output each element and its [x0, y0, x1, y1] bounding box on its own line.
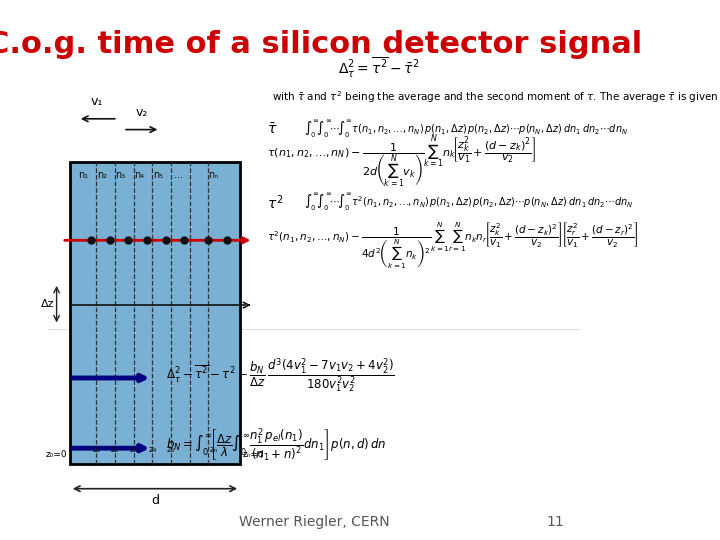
- Text: $\tau^2(n_1,n_2,\ldots,n_N) - \dfrac{1}{4d^2\left(\sum_{k=1}^N n_k\right)^2}\sum: $\tau^2(n_1,n_2,\ldots,n_N) - \dfrac{1}{…: [266, 220, 639, 271]
- Text: z₂: z₂: [111, 444, 120, 454]
- Text: v₂: v₂: [135, 106, 148, 119]
- Text: 11: 11: [546, 515, 564, 529]
- Text: C.o.g. time of a silicon detector signal: C.o.g. time of a silicon detector signal: [0, 30, 642, 59]
- Text: z₃: z₃: [130, 444, 138, 454]
- Text: $b_N = \int_0^\infty\!\left[\dfrac{\Delta z}{\lambda}\int_0^\infty \dfrac{n_1^2\: $b_N = \int_0^\infty\!\left[\dfrac{\Delt…: [166, 427, 386, 464]
- Text: d: d: [151, 494, 159, 507]
- Bar: [70, 162, 240, 464]
- Text: n₁: n₁: [78, 170, 89, 180]
- Text: nₙ: nₙ: [208, 170, 219, 180]
- Text: Δz: Δz: [40, 299, 54, 309]
- Text: n₅: n₅: [153, 170, 163, 180]
- Text: z₅: z₅: [167, 444, 175, 454]
- Text: $\bar{\tau}$: $\bar{\tau}$: [266, 122, 277, 137]
- Text: v₁: v₁: [90, 95, 103, 108]
- Text: z₄: z₄: [148, 444, 156, 454]
- Text: with $\bar{\tau}$ and $\tau^2$ being the average and the second moment of $\tau$: with $\bar{\tau}$ and $\tau^2$ being the…: [272, 89, 720, 105]
- Text: ...: ...: [174, 170, 184, 180]
- Text: $\int_0^\infty\!\int_0^\infty\!\cdots\!\int_0^\infty \tau(n_1,n_2,\ldots,n_N)\,p: $\int_0^\infty\!\int_0^\infty\!\cdots\!\…: [304, 119, 628, 140]
- Text: $\int_0^\infty\!\int_0^\infty\!\cdots\!\int_0^\infty \tau^2(n_1,n_2,\ldots,n_N)\: $\int_0^\infty\!\int_0^\infty\!\cdots\!\…: [304, 192, 633, 213]
- Text: z₁: z₁: [92, 444, 101, 454]
- Text: n₃: n₃: [115, 170, 125, 180]
- Text: z₀=0: z₀=0: [45, 450, 67, 459]
- Text: n₄: n₄: [134, 170, 144, 180]
- Text: Werner Riegler, CERN: Werner Riegler, CERN: [239, 515, 390, 529]
- Text: zₙ: zₙ: [210, 444, 217, 454]
- Text: $\tau(n_1,n_2,\ldots,n_N) - \dfrac{1}{2d\left(\sum_{k=1}^N v_k\right)}\sum_{k=1}: $\tau(n_1,n_2,\ldots,n_N) - \dfrac{1}{2d…: [266, 133, 536, 191]
- Text: n₂: n₂: [96, 170, 107, 180]
- Text: zₙ=d: zₙ=d: [243, 450, 264, 459]
- Text: $\Delta_\tau^2 = \overline{\tau^2} - \bar{\tau}^2$: $\Delta_\tau^2 = \overline{\tau^2} - \ba…: [338, 56, 419, 79]
- Text: $\Delta_\tau^2 - \overline{\tau^2} - \tau^2 - \dfrac{b_N}{\Delta z}\,\dfrac{d^3(: $\Delta_\tau^2 - \overline{\tau^2} - \ta…: [166, 356, 395, 395]
- Text: $\tau^2$: $\tau^2$: [266, 193, 283, 212]
